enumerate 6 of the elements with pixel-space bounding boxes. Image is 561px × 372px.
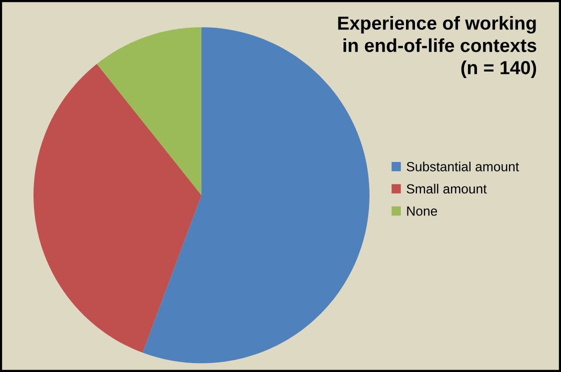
legend-label: Small amount bbox=[406, 184, 487, 194]
pie-slice bbox=[96, 27, 202, 196]
legend-label: Substantial amount bbox=[406, 162, 519, 172]
legend-label: None bbox=[407, 206, 438, 216]
pie-slice bbox=[34, 64, 202, 353]
text: Experience of working in end-of-life contexts (n = 140) bbox=[338, 16, 536, 78]
